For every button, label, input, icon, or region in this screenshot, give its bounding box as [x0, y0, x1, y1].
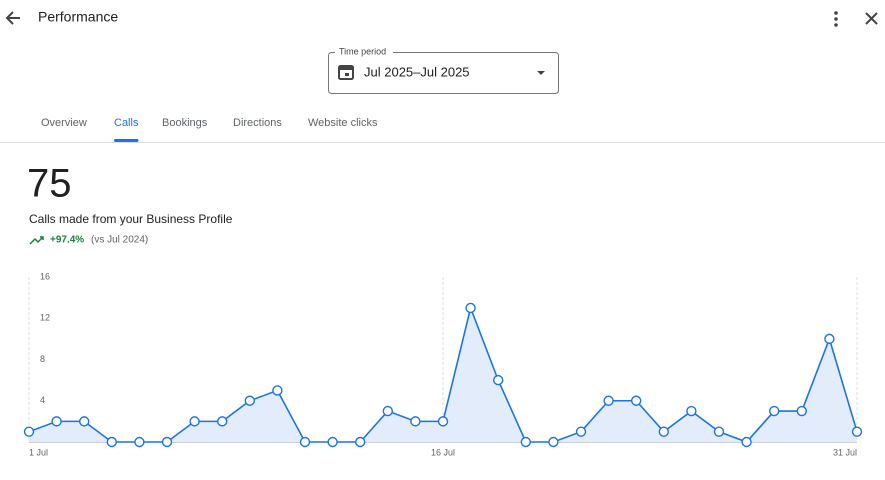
data-point — [686, 405, 697, 417]
metric-description: Calls made from your Business Profile — [29, 212, 233, 226]
data-point — [51, 416, 62, 427]
tab[interactable]: Website clicks — [308, 117, 378, 129]
y-tick-label: 8 — [40, 354, 45, 364]
data-point — [161, 436, 173, 448]
data-point — [548, 436, 559, 448]
tab[interactable]: Directions — [233, 117, 282, 129]
tab[interactable]: Overview — [41, 117, 87, 129]
y-tick-label: 16 — [40, 271, 50, 281]
data-point — [493, 374, 504, 386]
data-point — [658, 426, 669, 437]
header-title: Performance — [38, 9, 118, 25]
data-point — [216, 416, 228, 427]
data-point — [796, 405, 807, 417]
data-point — [272, 385, 283, 396]
data-point — [327, 436, 338, 448]
data-point — [410, 416, 421, 427]
data-point — [575, 426, 587, 437]
tab[interactable]: Calls — [114, 117, 139, 129]
data-point — [437, 416, 449, 427]
data-point — [769, 405, 780, 417]
data-point — [603, 395, 614, 406]
tab-indicator — [114, 139, 139, 142]
data-point — [520, 436, 531, 448]
x-tick-label: 1 Jul — [29, 447, 48, 457]
y-tick-label: 4 — [40, 395, 45, 405]
time-period-select[interactable]: Time period Jul 2025–Jul 2025 — [328, 46, 559, 94]
y-tick-label: 12 — [40, 313, 50, 323]
data-point — [189, 416, 200, 427]
more-button[interactable] — [834, 11, 838, 27]
tab[interactable]: Bookings — [162, 117, 208, 129]
data-point — [23, 426, 35, 437]
data-point — [244, 395, 256, 406]
back-button[interactable] — [5, 11, 20, 25]
data-point — [106, 436, 118, 448]
data-point — [851, 426, 863, 437]
data-point — [382, 405, 393, 417]
x-tick-label: 16 Jul — [431, 447, 455, 457]
data-point — [631, 395, 642, 406]
data-point — [713, 426, 725, 437]
data-point — [824, 333, 835, 345]
trend-icon — [29, 236, 44, 245]
data-point — [465, 302, 476, 314]
close-button[interactable] — [865, 12, 878, 25]
data-point — [299, 436, 311, 448]
select-value: Jul 2025–Jul 2025 — [364, 64, 470, 79]
metric-value: 75 — [27, 162, 72, 206]
x-tick-label: 31 Jul — [833, 447, 857, 457]
data-point — [134, 436, 145, 448]
metric-comparison: (vs Jul 2024) — [91, 235, 148, 246]
select-label: Time period — [339, 46, 386, 56]
data-point — [741, 436, 752, 448]
data-point — [355, 436, 366, 448]
area — [29, 307, 857, 442]
data-point — [78, 416, 90, 427]
metric-change: +97.4% — [50, 235, 84, 246]
